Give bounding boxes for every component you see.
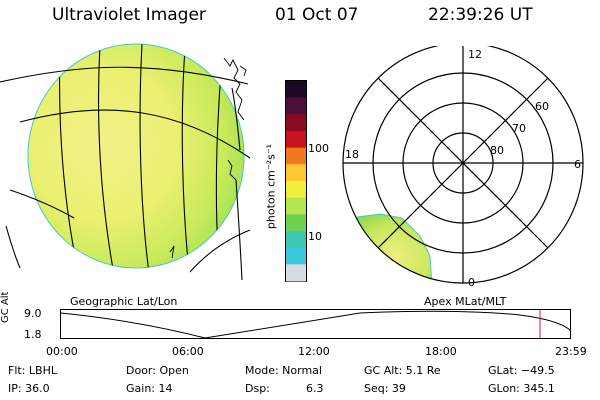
colorbar-strip xyxy=(286,81,306,99)
earth-disk xyxy=(27,43,245,269)
apex-caption: Apex MLat/MLT xyxy=(424,295,507,308)
info-gain: Gain: 14 xyxy=(126,382,173,395)
colorbar-strip xyxy=(286,214,306,232)
colorbar-strip xyxy=(286,97,306,115)
timeline-ytick-high: 9.0 xyxy=(24,307,42,320)
altitude-curve xyxy=(60,310,572,339)
timeline-xtick-1200: 12:00 xyxy=(298,345,330,358)
colorbar-strips xyxy=(286,81,306,282)
colorbar-strip xyxy=(286,231,306,249)
info-dsp-label: Dsp: xyxy=(245,382,270,395)
colorbar-strip xyxy=(286,114,306,132)
mlt-label-18: 18 xyxy=(345,148,359,161)
colorbar-strip xyxy=(286,147,306,165)
mlat-label-80: 80 xyxy=(490,144,504,157)
geographic-image xyxy=(0,43,251,281)
image-time: 22:39:26 UT xyxy=(428,5,533,25)
lat-lon-grid xyxy=(0,66,251,281)
coastlines xyxy=(169,57,247,259)
colorbar-unit-label: photon cm⁻²s⁻¹ xyxy=(264,143,278,230)
timeline-xtick-1800: 18:00 xyxy=(425,345,457,358)
mlat-label-60: 60 xyxy=(535,100,549,113)
colorbar-tick-10: 10 xyxy=(308,230,322,243)
colorbar-strip xyxy=(286,264,306,282)
timeline-axis-label: GC Alt xyxy=(0,291,11,323)
timeline-xtick-2359: 23:59 xyxy=(555,345,587,358)
info-flt: Flt: LBHL xyxy=(8,364,57,377)
info-ip: IP: 36.0 xyxy=(8,382,50,395)
polar-grid xyxy=(342,46,584,284)
info-glon: GLon: 345.1 xyxy=(488,382,555,395)
info-gc-alt: GC Alt: 5.1 Re xyxy=(364,364,441,377)
info-seq: Seq: 39 xyxy=(364,382,406,395)
colorbar-strip xyxy=(286,164,306,182)
mlt-label-6: 6 xyxy=(574,158,581,171)
colorbar-scale xyxy=(285,80,307,282)
altitude-plot xyxy=(60,309,572,339)
info-mode: Mode: Normal xyxy=(245,364,322,377)
timeline-xtick-0000: 00:00 xyxy=(46,345,78,358)
colorbar-strip xyxy=(286,247,306,265)
colorbar-strip xyxy=(286,197,306,215)
mlt-label-12: 12 xyxy=(468,48,482,61)
instrument-title: Ultraviolet Imager xyxy=(52,5,206,25)
image-date: 01 Oct 07 xyxy=(275,5,359,25)
info-door: Door: Open xyxy=(126,364,189,377)
info-glat: GLat: −49.5 xyxy=(488,364,555,377)
colorbar-tick-100: 100 xyxy=(308,142,329,155)
polar-plot: 12 18 6 0 60 70 80 xyxy=(342,46,584,289)
colorbar-strip xyxy=(286,181,306,199)
timeline-xtick-0600: 06:00 xyxy=(172,345,204,358)
timeline-ytick-low: 1.8 xyxy=(24,328,42,341)
mlat-label-70: 70 xyxy=(512,122,526,135)
geographic-caption: Geographic Lat/Lon xyxy=(70,295,178,308)
info-dsp-value: 6.3 xyxy=(306,382,324,395)
colorbar-strip xyxy=(286,131,306,149)
mlt-label-0: 0 xyxy=(468,276,475,289)
